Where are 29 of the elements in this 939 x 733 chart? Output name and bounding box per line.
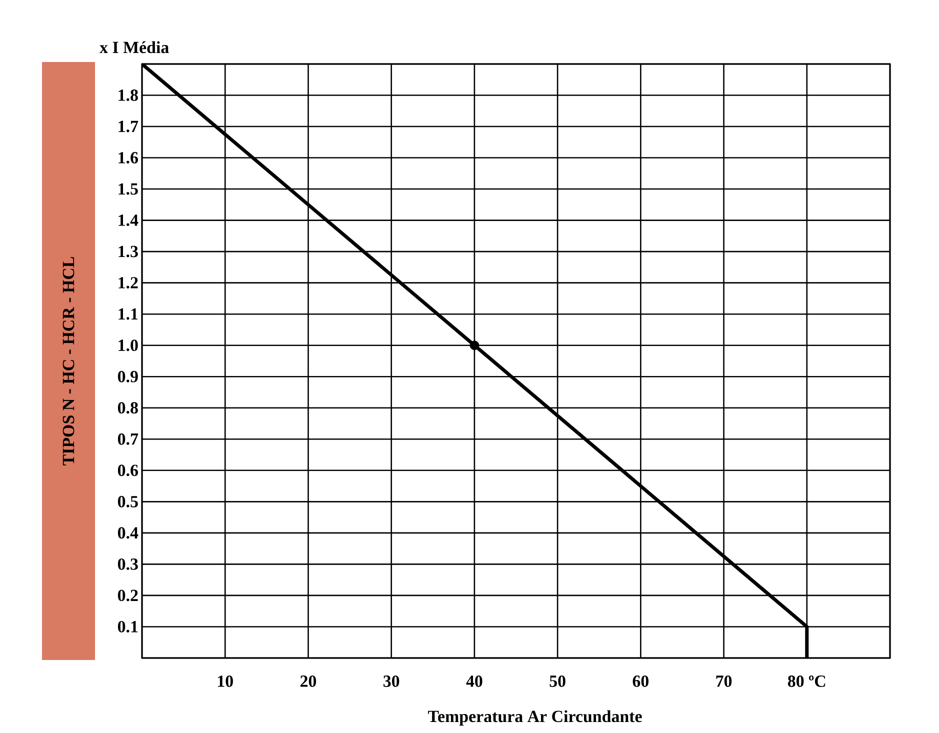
y-tick-label: 1.5 xyxy=(118,183,138,195)
y-tick-label: 0.6 xyxy=(118,464,138,476)
y-tick-label: 0.5 xyxy=(118,496,138,508)
y-tick-label: 1.8 xyxy=(118,89,138,101)
x-tick-label: 70 xyxy=(716,676,732,687)
x-tick-label: 80 ºC xyxy=(788,676,826,687)
x-tick-label: 60 xyxy=(632,676,648,687)
y-axis-title: TIPOS N - HC - HCR - HCL xyxy=(62,257,74,466)
y-tick-label: 1.6 xyxy=(118,152,138,164)
y-tick-label: 0.4 xyxy=(118,527,138,539)
x-tick-label: 50 xyxy=(550,676,566,687)
y-tick-label: 0.3 xyxy=(118,558,138,570)
y-tick-label: 1.0 xyxy=(118,340,138,352)
y-tick-label: 0.2 xyxy=(118,590,138,602)
x-tick-label: 30 xyxy=(384,676,400,687)
y-tick-label: 0.1 xyxy=(118,620,138,632)
y-tick-label: 1.2 xyxy=(118,277,138,289)
y-tick-label: 0.9 xyxy=(118,370,138,382)
chart-title: x I Média xyxy=(100,41,169,54)
y-tick-label: 1.4 xyxy=(118,214,138,226)
y-tick-label: 1.1 xyxy=(118,308,138,320)
x-tick-label: 40 xyxy=(466,676,482,687)
y-tick-label: 1.7 xyxy=(118,120,138,132)
x-tick-label: 20 xyxy=(300,676,316,687)
y-tick-label: 0.7 xyxy=(118,433,138,445)
x-tick-label: 10 xyxy=(218,676,233,687)
y-tick-label: 1.3 xyxy=(118,246,138,258)
x-axis-title: Temperatura Ar Circundante xyxy=(428,710,642,726)
y-tick-label: 0.8 xyxy=(118,402,138,414)
